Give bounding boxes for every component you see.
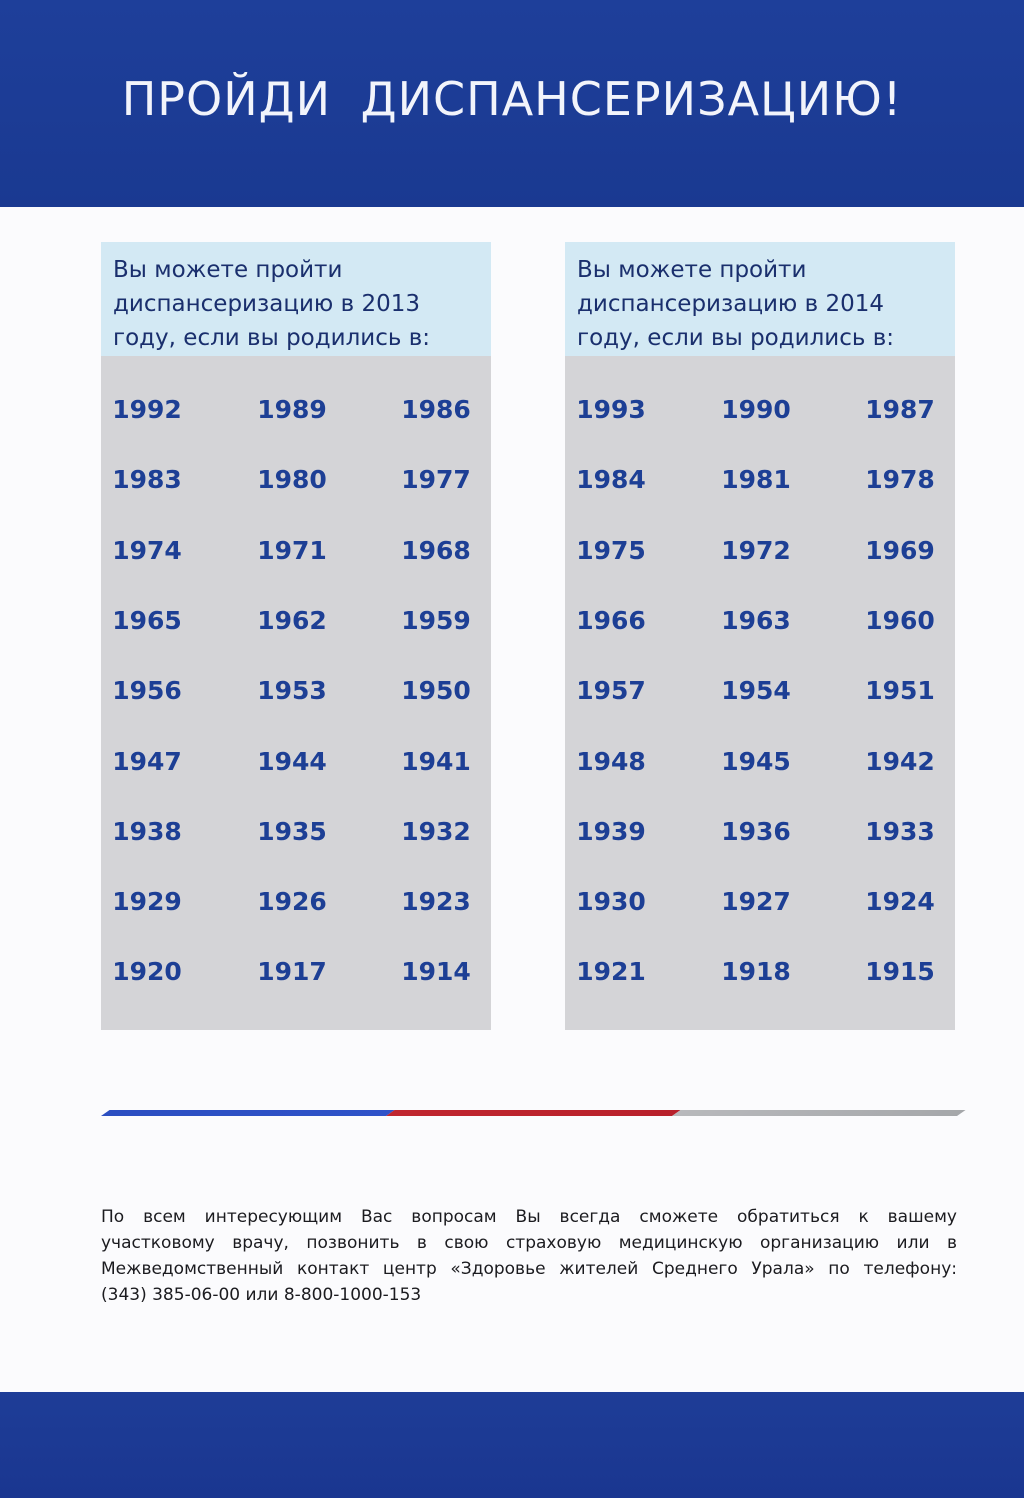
birth-year: 1972 [721,535,791,565]
birth-year: 1986 [401,395,471,424]
contact-note-line: Межведомственный контакт центр «Здоровье… [101,1259,957,1279]
footer-band [0,1392,1024,1498]
birth-year: 1981 [721,465,791,495]
birth-year: 1954 [721,676,791,706]
birth-year: 1978 [865,465,935,495]
page-title: ПРОЙДИ ДИСПАНСЕРИЗАЦИЮ! [121,72,903,126]
birth-year: 1929 [112,887,182,917]
birth-year: 1938 [112,816,182,846]
birth-year: 1915 [865,957,935,987]
birth-year: 1974 [112,535,182,565]
birth-year: 1947 [112,746,182,776]
contact-note-line: По всем интересующим Вас вопросам Вы все… [101,1207,957,1227]
divider-gray-segment [671,1110,966,1116]
birth-year: 1975 [576,535,646,565]
birth-year: 1920 [112,957,182,987]
birth-year: 1950 [401,676,471,706]
birth-year: 1957 [576,676,646,706]
birth-year: 1992 [112,395,182,424]
tricolor-divider [101,1110,966,1116]
birth-year: 1936 [721,816,791,846]
contact-note-line: участковому врачу, позвонить в свою стра… [101,1233,957,1253]
birth-year: 1993 [576,395,646,424]
birth-year: 1917 [257,957,327,987]
birth-year: 1918 [721,957,791,987]
birth-year: 1987 [865,395,935,424]
birth-year: 1963 [721,605,791,635]
birth-year: 1965 [112,605,182,635]
birth-year: 1966 [576,605,646,635]
birth-year: 1951 [865,676,935,706]
birth-year: 1944 [257,746,327,776]
card-heading-line: Вы можете пройти [577,257,807,283]
birth-year: 1980 [257,465,327,495]
year-card-2013: Вы можете пройти диспансеризацию в 2013 … [101,242,491,1030]
card-heading: Вы можете пройти диспансеризацию в 2013 … [101,242,491,356]
birth-year: 1990 [721,395,791,424]
birth-year: 1962 [257,605,327,635]
birth-year: 1960 [865,605,935,635]
card-heading: Вы можете пройти диспансеризацию в 2014 … [565,242,955,356]
birth-year: 1924 [865,887,935,917]
birth-year: 1948 [576,746,646,776]
birth-year: 1930 [576,887,646,917]
birth-year: 1989 [257,395,327,424]
divider-blue-segment [101,1110,395,1116]
birth-year: 1984 [576,465,646,495]
header-band [0,0,1024,207]
birth-year: 1927 [721,887,791,917]
contact-note-line: (343) 385-06-00 или 8-800-1000-153 [101,1285,422,1305]
card-heading-line: Вы можете пройти [113,257,343,283]
birth-year: 1921 [576,957,646,987]
card-heading-line: диспансеризацию в 2014 [577,291,885,317]
birth-year: 1968 [401,535,471,565]
card-heading-line: диспансеризацию в 2013 [113,291,421,317]
birth-year: 1953 [257,676,327,706]
birth-year: 1914 [401,957,471,987]
birth-year: 1935 [257,816,327,846]
birth-year: 1956 [112,676,182,706]
birth-year: 1971 [257,535,327,565]
birth-year: 1932 [401,816,471,846]
years-grid: 1993 1990 1987 1984 1981 1978 1975 1972 1969 1966… [565,356,955,1030]
birth-year: 1969 [865,535,935,565]
card-heading-line: году, если вы родились в: [113,325,431,351]
birth-year: 1983 [112,465,182,495]
contact-note: По всем интересующим Вас вопросам Вы все… [101,1204,957,1308]
birth-year: 1933 [865,816,935,846]
birth-year: 1926 [257,887,327,917]
card-heading-line: году, если вы родились в: [577,325,895,351]
divider-red-segment [386,1110,681,1116]
years-grid: 1992 1989 1986 1983 1980 1977 1974 1971 1968 1965… [101,356,491,1030]
birth-year: 1942 [865,746,935,776]
birth-year: 1923 [401,887,471,917]
birth-year: 1945 [721,746,791,776]
birth-year: 1941 [401,746,471,776]
birth-year: 1939 [576,816,646,846]
birth-year: 1959 [401,605,471,635]
year-card-2014: Вы можете пройти диспансеризацию в 2014 … [565,242,955,1030]
birth-year: 1977 [401,465,471,495]
